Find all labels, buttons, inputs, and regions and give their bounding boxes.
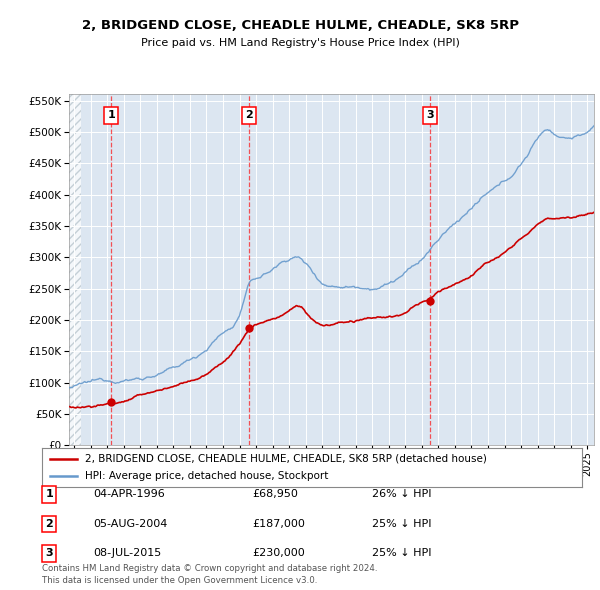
Text: 2: 2 bbox=[46, 519, 53, 529]
Text: HPI: Average price, detached house, Stockport: HPI: Average price, detached house, Stoc… bbox=[85, 471, 329, 481]
Text: 3: 3 bbox=[46, 549, 53, 558]
Text: 26% ↓ HPI: 26% ↓ HPI bbox=[372, 490, 431, 499]
Text: 25% ↓ HPI: 25% ↓ HPI bbox=[372, 519, 431, 529]
Text: 2, BRIDGEND CLOSE, CHEADLE HULME, CHEADLE, SK8 5RP (detached house): 2, BRIDGEND CLOSE, CHEADLE HULME, CHEADL… bbox=[85, 454, 487, 464]
Text: Price paid vs. HM Land Registry's House Price Index (HPI): Price paid vs. HM Land Registry's House … bbox=[140, 38, 460, 48]
Text: 1: 1 bbox=[46, 490, 53, 499]
Text: 08-JUL-2015: 08-JUL-2015 bbox=[93, 549, 161, 558]
Text: 04-APR-1996: 04-APR-1996 bbox=[93, 490, 165, 499]
Text: 2, BRIDGEND CLOSE, CHEADLE HULME, CHEADLE, SK8 5RP: 2, BRIDGEND CLOSE, CHEADLE HULME, CHEADL… bbox=[82, 19, 518, 32]
Bar bbox=[69, 94, 82, 445]
Text: 05-AUG-2004: 05-AUG-2004 bbox=[93, 519, 167, 529]
Text: 1: 1 bbox=[107, 110, 115, 120]
Text: £230,000: £230,000 bbox=[252, 549, 305, 558]
Text: 2: 2 bbox=[245, 110, 253, 120]
Text: £187,000: £187,000 bbox=[252, 519, 305, 529]
Text: 25% ↓ HPI: 25% ↓ HPI bbox=[372, 549, 431, 558]
Text: Contains HM Land Registry data © Crown copyright and database right 2024.
This d: Contains HM Land Registry data © Crown c… bbox=[42, 564, 377, 585]
Text: £68,950: £68,950 bbox=[252, 490, 298, 499]
Text: 3: 3 bbox=[426, 110, 434, 120]
